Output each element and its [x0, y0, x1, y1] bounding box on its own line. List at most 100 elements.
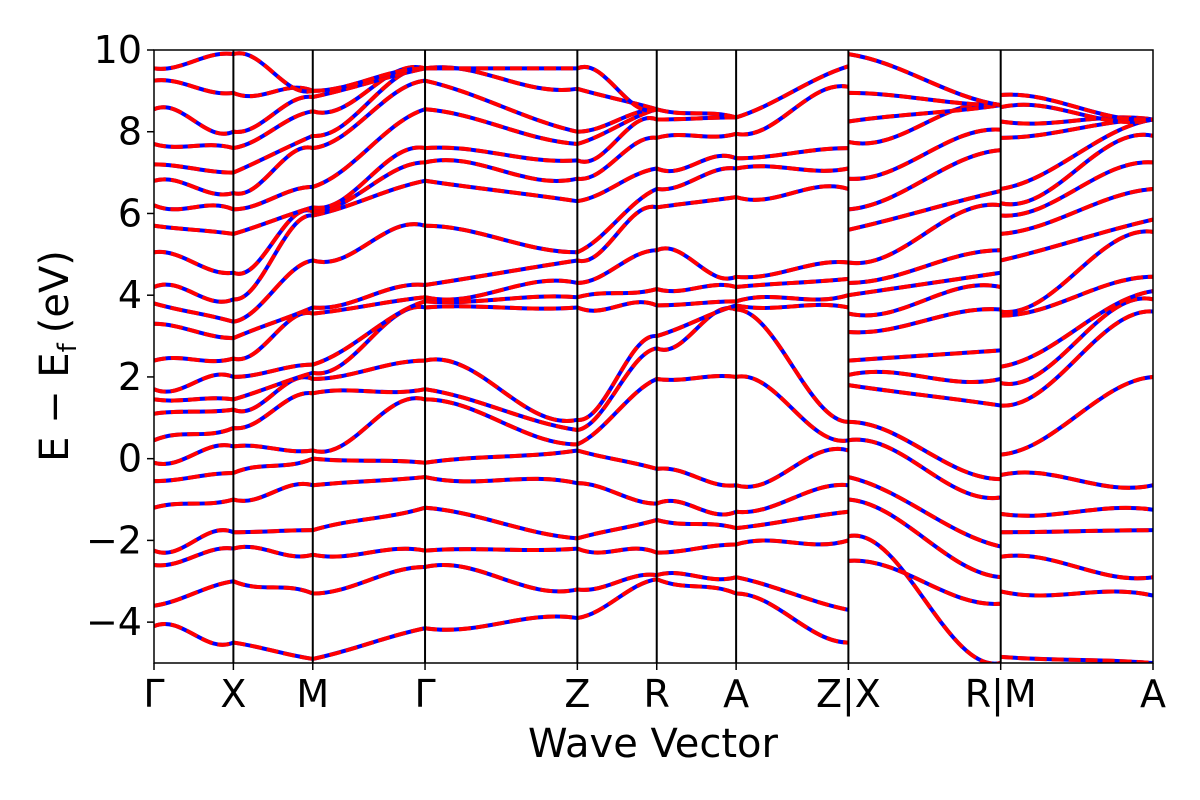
- band-line-red: [735, 446, 849, 489]
- band-line-red: [1000, 117, 1153, 191]
- band-line-red: [656, 571, 737, 582]
- band-line-red: [233, 213, 314, 302]
- band-line-red: [1000, 117, 1153, 140]
- band-line-red: [656, 131, 737, 140]
- band-line-red: [312, 546, 426, 559]
- band-line-red: [655, 577, 737, 596]
- band-line-red: [576, 377, 658, 447]
- band-line-red: [233, 94, 314, 134]
- band-line-red: [847, 283, 1002, 318]
- band-line-red: [233, 391, 314, 431]
- band-line-red: [848, 270, 1001, 298]
- band-line-red: [655, 246, 737, 281]
- band-line-red: [656, 542, 737, 555]
- band-line-red: [312, 387, 426, 396]
- band-line-red: [312, 78, 426, 151]
- x-tick-label: X: [220, 672, 246, 716]
- band-line-red: [154, 497, 234, 510]
- band-line-red: [735, 302, 849, 310]
- band-line-red: [736, 146, 849, 161]
- band-line-red: [847, 475, 1002, 549]
- band-line-red: [735, 276, 849, 290]
- band-line-red: [424, 258, 578, 287]
- band-line-red: [232, 205, 314, 236]
- band-line-red: [154, 78, 234, 96]
- band-line-red: [1000, 274, 1153, 318]
- band-line-red: [655, 153, 737, 174]
- band-line-red: [1000, 528, 1153, 535]
- band-line-red: [312, 626, 426, 661]
- band-line-red: [848, 419, 1001, 482]
- band-line-red: [424, 448, 578, 465]
- band-line-red: [154, 396, 234, 403]
- band-line-red: [1000, 217, 1153, 263]
- band-line-red: [425, 223, 578, 255]
- band-line-red: [154, 579, 234, 608]
- band-line-red: [154, 142, 234, 151]
- band-line-red: [577, 166, 658, 204]
- band-line-red: [154, 177, 234, 197]
- band-line-red: [655, 498, 737, 517]
- band-line-red: [232, 375, 314, 414]
- band-line-red: [154, 372, 235, 394]
- band-line-red: [576, 448, 658, 471]
- band-line-red: [233, 528, 313, 535]
- band-line-red: [735, 575, 849, 612]
- band-line-red: [232, 85, 314, 99]
- band-line-red: [1000, 115, 1153, 126]
- band-line-red: [848, 148, 1001, 212]
- high-symmetry-lines: [232, 50, 1002, 663]
- band-line-red: [848, 558, 1001, 606]
- band-line-red: [847, 189, 1002, 232]
- band-line-red: [848, 127, 1001, 181]
- band-line-red: [847, 369, 1002, 384]
- band-line-red: [424, 158, 578, 183]
- band-line-red: [735, 293, 849, 304]
- band-line-red: [154, 528, 235, 555]
- band-line-red: [424, 387, 578, 433]
- x-tick-label: Z|X: [816, 672, 881, 717]
- band-line-red: [312, 505, 426, 533]
- band-line-red: [154, 282, 235, 304]
- band-line-red: [424, 475, 578, 486]
- band-line-red: [1000, 296, 1153, 386]
- band-line-red: [424, 614, 578, 632]
- band-line-red: [233, 184, 313, 212]
- band-line-red: [1000, 102, 1153, 124]
- band-line-red: [735, 84, 849, 137]
- band-line-red: [154, 622, 235, 647]
- x-axis: Γ X M Γ Z R A Z|X R|M A: [143, 663, 1166, 717]
- band-line-red: [1000, 505, 1153, 518]
- band-line-red: [232, 51, 314, 94]
- band-line-red: [312, 564, 426, 596]
- band-line-red: [576, 64, 658, 113]
- x-tick-label: Γ: [414, 672, 435, 716]
- band-line-red: [577, 248, 657, 285]
- x-tick-label: A: [723, 672, 749, 716]
- band-line-red: [848, 103, 1001, 124]
- band-line-red: [576, 86, 658, 112]
- band-line-red: [424, 357, 578, 424]
- band-line-red: [154, 546, 234, 568]
- band-line-red: [424, 178, 578, 204]
- band-line-red: [154, 105, 235, 136]
- band-line-red: [312, 107, 426, 189]
- band-line-red: [312, 475, 426, 488]
- band-line-red: [312, 295, 426, 316]
- band-line-red: [425, 397, 578, 447]
- band-line-red: [576, 287, 658, 300]
- band-line-red: [233, 443, 314, 454]
- x-axis-label: Wave Vector: [528, 721, 779, 767]
- band-line-red: [656, 282, 737, 294]
- plot-frame: [153, 49, 1154, 664]
- band-line-red: [424, 107, 578, 146]
- band-line-red: [232, 579, 314, 596]
- band-line-red: [312, 178, 426, 218]
- band-line-red: [154, 356, 234, 364]
- band-line-red: [577, 334, 658, 422]
- band-line-red: [232, 456, 314, 475]
- band-line-red: [312, 66, 426, 93]
- x-tick-label: Γ: [143, 672, 164, 716]
- band-line-red: [424, 546, 578, 553]
- band-line-red: [312, 160, 426, 214]
